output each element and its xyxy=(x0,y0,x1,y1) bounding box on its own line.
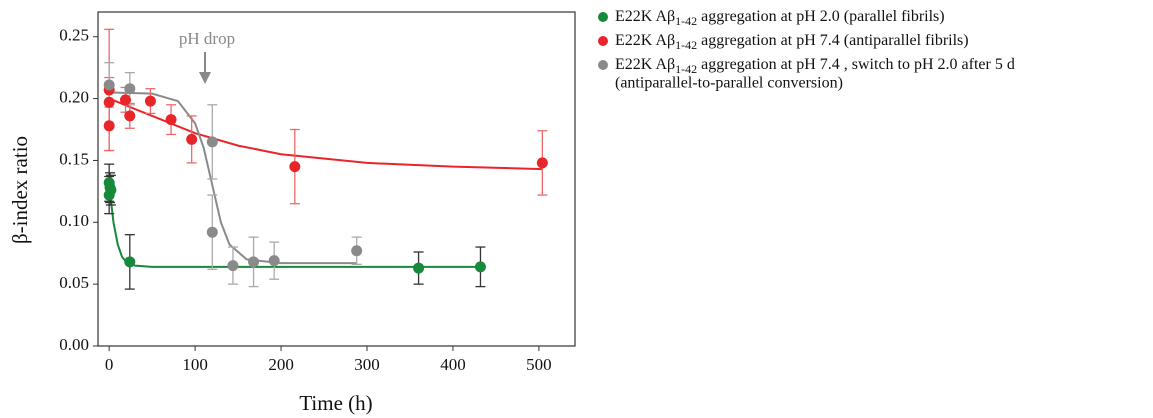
fit-curve xyxy=(109,91,357,265)
point xyxy=(103,120,115,132)
point xyxy=(289,161,301,173)
y-tick-label: 0.10 xyxy=(59,211,89,230)
y-tick-label: 0.20 xyxy=(59,87,89,106)
legend-label: E22K Aβ1-42 aggregation at pH 2.0 (paral… xyxy=(615,8,945,28)
point xyxy=(206,136,218,148)
legend-marker xyxy=(598,60,608,70)
point xyxy=(124,110,136,122)
legend-sub: 1-42 xyxy=(675,14,697,28)
x-tick-label: 100 xyxy=(182,355,208,374)
x-tick-label: 400 xyxy=(440,355,466,374)
legend-label-line2: (antiparallel-to-parallel conversion) xyxy=(615,75,843,92)
legend-marker xyxy=(598,12,608,22)
point xyxy=(227,260,239,272)
point xyxy=(144,95,156,107)
legend-name: E22K Aβ xyxy=(615,56,675,73)
fit-curve xyxy=(108,97,543,171)
point xyxy=(124,256,136,268)
legend-name: E22K Aβ xyxy=(615,32,675,49)
point xyxy=(351,245,363,257)
y-tick-label: 0.25 xyxy=(59,26,89,45)
annotation: pH drop xyxy=(179,29,235,48)
point xyxy=(124,83,136,95)
plot-frame xyxy=(97,11,576,347)
y-tick-label: 0.00 xyxy=(59,335,89,354)
legend-sub: 1-42 xyxy=(675,62,697,76)
legend-label: E22K Aβ1-42 aggregation at pH 7.4 , swit… xyxy=(615,56,1015,76)
point xyxy=(413,262,425,274)
y-tick-label: 0.05 xyxy=(59,273,89,292)
point xyxy=(103,79,115,91)
point xyxy=(268,255,280,267)
point xyxy=(186,133,198,145)
point xyxy=(474,261,486,273)
point xyxy=(206,226,218,238)
x-tick-label: 200 xyxy=(268,355,294,374)
legend-label: E22K Aβ1-42 aggregation at pH 7.4 (antip… xyxy=(615,32,969,52)
point xyxy=(536,157,548,169)
x-tick-label: 0 xyxy=(105,355,114,374)
y-axis-title: β-index ratio xyxy=(8,136,32,244)
legend-rest: aggregation at pH 2.0 (parallel fibrils) xyxy=(697,8,944,25)
legend-rest: aggregation at pH 7.4 (antiparallel fibr… xyxy=(697,32,968,49)
legend-rest: aggregation at pH 7.4 , switch to pH 2.0… xyxy=(697,56,1015,73)
point xyxy=(105,184,117,196)
annotation-arrowhead xyxy=(199,72,211,84)
legend-marker xyxy=(598,36,608,46)
point xyxy=(120,94,132,106)
point xyxy=(165,114,177,126)
y-tick-label: 0.15 xyxy=(59,149,89,168)
x-tick-label: 500 xyxy=(526,355,552,374)
point xyxy=(103,96,115,108)
point xyxy=(248,256,260,268)
legend-name: E22K Aβ xyxy=(615,8,675,25)
fit-curve xyxy=(108,185,481,268)
x-tick-label: 300 xyxy=(354,355,380,374)
x-axis-title: Time (h) xyxy=(299,391,372,415)
legend-sub: 1-42 xyxy=(675,38,697,52)
